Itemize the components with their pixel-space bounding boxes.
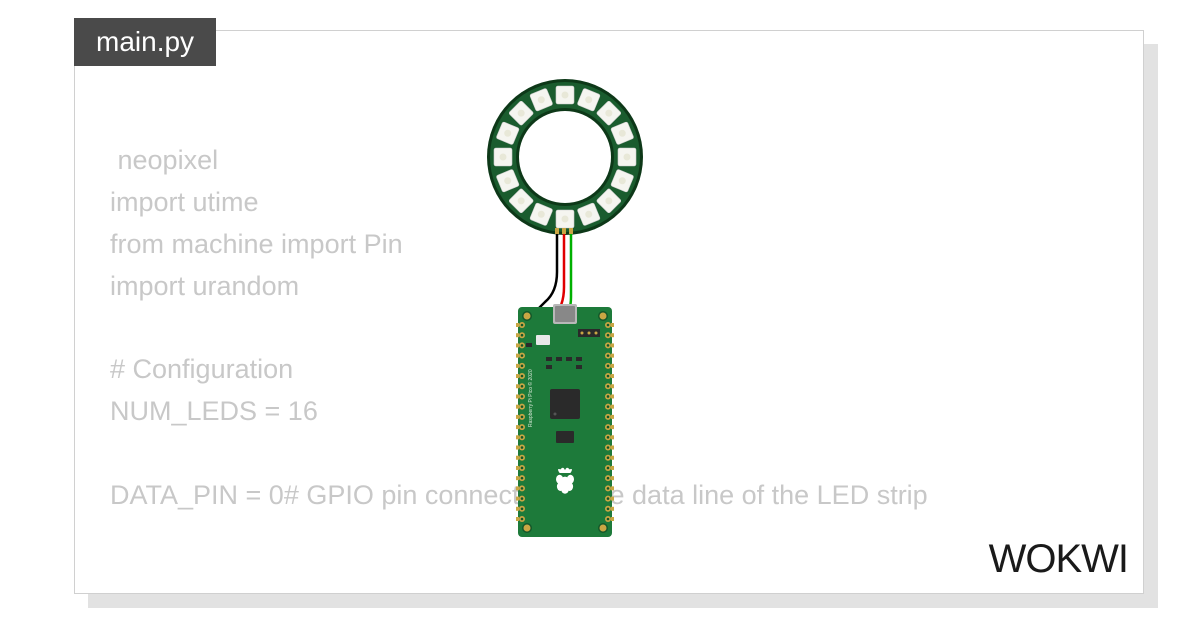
filename-tab[interactable]: main.py	[74, 18, 216, 66]
circuit-svg: Raspberry Pi Pico © 2020	[445, 72, 685, 552]
code-line: from machine import Pin	[110, 229, 403, 259]
code-line: # Configuration	[110, 354, 293, 384]
logo-text: WOKWI	[989, 537, 1128, 581]
svg-text:Raspberry Pi Pico © 2020: Raspberry Pi Pico © 2020	[527, 369, 534, 427]
code-line: NUM_LEDS = 16	[110, 396, 318, 426]
neopixel-ring-icon	[487, 79, 643, 235]
wokwi-logo[interactable]: WOKWI	[989, 537, 1128, 582]
code-line: import utime	[110, 187, 259, 217]
circuit-diagram: Raspberry Pi Pico © 2020	[445, 72, 685, 552]
code-line: import urandom	[110, 271, 299, 301]
filename-text: main.py	[96, 26, 194, 57]
code-line: neopixel	[110, 145, 218, 175]
raspberry-pi-pico-icon: Raspberry Pi Pico © 2020	[516, 304, 614, 537]
